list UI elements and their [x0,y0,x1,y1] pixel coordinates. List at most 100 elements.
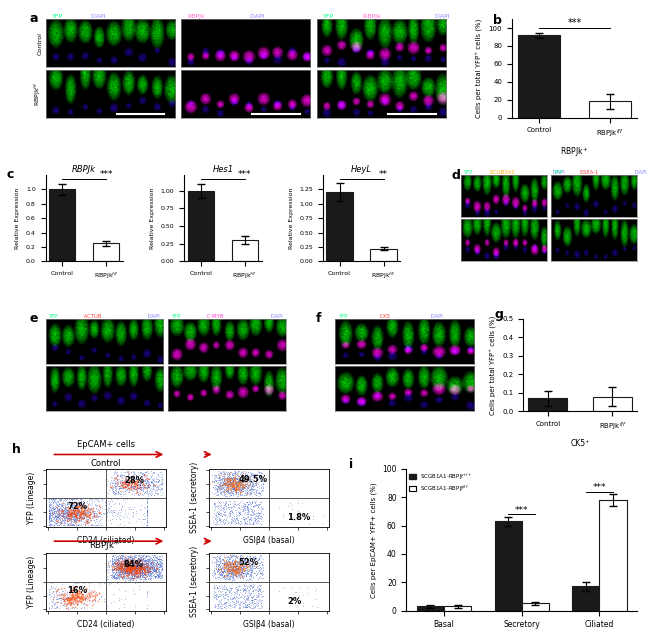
Point [123,561,133,571]
Point [228,484,239,494]
Point [131,569,141,579]
Point [114,558,124,569]
Point [226,565,236,575]
Point [224,476,235,487]
Text: DAPI: DAPI [269,314,283,319]
Point [115,568,125,578]
Point [101,574,111,584]
Point [254,508,264,518]
Point [131,480,141,490]
Point [86,515,96,525]
Point [131,568,141,578]
Point [231,561,241,571]
Point [120,552,130,562]
Point [231,477,242,487]
Point [229,558,239,568]
Point [233,554,244,564]
Point [220,491,230,501]
Point [246,471,256,481]
Point [224,581,235,591]
Point [223,562,233,572]
Point [224,470,234,480]
Point [70,514,80,524]
Point [120,553,131,563]
Point [211,563,222,573]
Point [239,585,250,595]
Point [228,476,239,486]
Point [58,595,69,605]
Point [215,498,226,508]
Point [235,557,246,567]
Point [307,600,317,611]
Point [148,561,158,571]
Point [220,567,230,577]
Point [121,560,131,570]
Point [121,561,131,571]
Point [74,591,85,601]
Point [231,568,242,578]
Point [46,509,56,520]
Point [142,559,152,569]
Point [240,561,250,571]
Point [76,519,86,529]
Point [216,600,227,611]
Point [242,567,252,577]
Point [141,498,151,508]
Point [66,507,76,517]
Point [115,565,125,576]
Point [77,512,87,522]
Point [221,558,231,569]
Text: 16%: 16% [67,586,87,595]
Point [107,571,118,581]
Point [47,502,57,513]
Point [117,560,127,570]
Point [46,499,57,509]
Point [220,481,230,491]
Point [44,509,54,519]
Point [77,506,88,516]
Point [241,563,252,574]
Point [219,558,229,568]
Point [150,564,160,574]
Point [250,551,260,562]
Point [219,584,229,594]
Point [49,598,60,609]
Point [146,559,157,569]
Point [151,552,162,562]
Point [141,501,151,511]
Point [214,483,224,493]
Point [130,568,140,578]
Point [246,565,257,575]
Point [226,565,237,575]
Point [149,570,159,581]
Point [110,559,120,569]
Point [223,572,233,582]
Point [53,497,64,508]
Point [138,508,149,518]
Point [125,563,136,573]
Point [240,602,250,612]
Point [138,511,149,522]
Point [118,559,128,569]
Point [133,557,143,567]
Point [242,569,253,579]
Point [53,512,64,522]
Point [150,563,161,574]
Point [142,487,152,497]
Point [215,550,226,560]
Point [247,507,257,517]
Point [111,556,121,566]
Point [211,573,221,583]
Point [241,509,252,520]
Point [122,479,132,489]
Point [218,554,228,564]
Point [112,520,123,530]
Point [210,480,220,490]
Point [130,562,140,572]
Point [256,563,266,573]
Point [136,472,147,482]
Point [224,567,234,577]
Bar [231,240,258,261]
Point [132,560,142,570]
Point [243,518,254,529]
